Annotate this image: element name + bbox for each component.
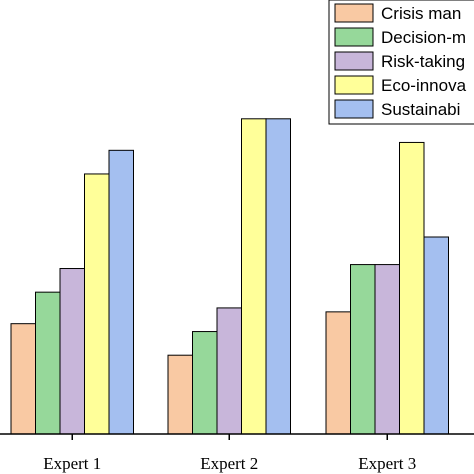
bar-expert-3-series-4 xyxy=(399,141,425,435)
bar-expert-3-series-2 xyxy=(350,264,376,435)
legend-label: Risk-taking xyxy=(381,52,465,71)
bar-expert-1-series-4 xyxy=(84,173,110,435)
bar-expert-2-series-2 xyxy=(192,331,218,435)
legend: Crisis man Decision-m Risk-taking Eco-innov… xyxy=(328,0,474,125)
legend-swatch xyxy=(334,99,374,119)
bar-expert-2-series-1 xyxy=(167,354,193,435)
legend-swatch xyxy=(334,27,374,47)
bar-expert-2-series-5 xyxy=(265,118,291,435)
bar-expert-2-series-4 xyxy=(241,118,267,435)
bars-group xyxy=(10,118,449,435)
bar-expert-1-series-5 xyxy=(108,149,134,435)
x-tick-label: Expert 2 xyxy=(200,454,258,473)
x-tick-label: Expert 1 xyxy=(43,454,101,473)
legend-label: Eco-innova xyxy=(381,76,467,95)
legend-swatch xyxy=(334,51,374,71)
legend-label: Sustainabi xyxy=(381,100,460,119)
bar-expert-2-series-3 xyxy=(216,307,242,435)
bar-expert-3-series-5 xyxy=(423,236,449,435)
bar-expert-1-series-3 xyxy=(59,268,85,435)
bar-expert-1-series-2 xyxy=(35,291,61,435)
bar-expert-3-series-3 xyxy=(374,264,400,435)
legend-swatch xyxy=(334,75,374,95)
legend-swatch xyxy=(334,3,374,23)
x-axis-ticks: Expert 1 Expert 2 Expert 3 xyxy=(43,434,416,473)
bar-expert-1-series-1 xyxy=(10,323,36,435)
legend-label: Decision-m xyxy=(381,28,466,47)
bar-expert-3-series-1 xyxy=(325,311,351,435)
legend-label: Crisis man xyxy=(381,4,461,23)
x-tick-label: Expert 3 xyxy=(358,454,416,473)
